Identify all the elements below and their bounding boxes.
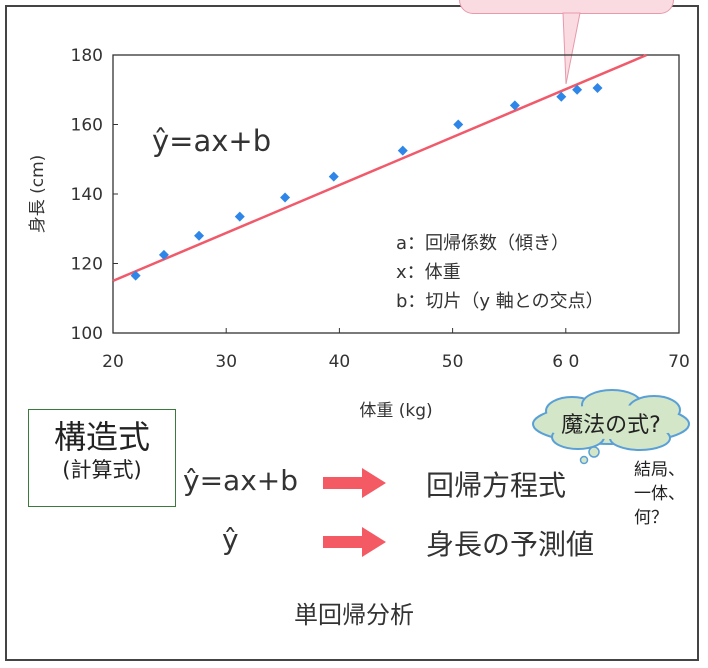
- data-point: [556, 91, 567, 102]
- data-point: [572, 84, 583, 95]
- data-point: [280, 192, 291, 203]
- chart-formula: ŷ=ax+b: [152, 124, 271, 158]
- cloud-text: 魔法の式?: [561, 413, 661, 438]
- side-note-line: 何？: [634, 508, 668, 528]
- y-tick-label: 160: [71, 116, 103, 136]
- arrow-2: [323, 527, 386, 557]
- data-point: [234, 211, 245, 222]
- data-point: [328, 171, 339, 182]
- row2-left: ŷ: [222, 523, 239, 556]
- x-tick-label: 40: [329, 352, 351, 372]
- side-note-line: 結局、: [634, 460, 685, 480]
- x-tick-label: 30: [215, 352, 237, 372]
- data-point: [194, 230, 205, 241]
- legend-line-b: b：切片（y 軸との交点）: [396, 291, 604, 312]
- row2-right: 身長の予測値: [426, 528, 595, 561]
- data-point: [453, 119, 464, 130]
- data-point: [592, 83, 603, 94]
- y-tick-label: 120: [71, 255, 103, 275]
- footer-title: 単回帰分析: [294, 601, 414, 629]
- side-note-line: 一体、: [634, 484, 685, 504]
- thought-cloud: 魔法の式?: [532, 389, 690, 465]
- structure-box: 構造式 (計算式): [28, 409, 176, 507]
- side-note: 結局、 一体、 何？: [634, 458, 685, 530]
- structure-subtitle: (計算式): [62, 458, 142, 482]
- x-tick-label: 50: [442, 352, 464, 372]
- y-tick-label: 140: [71, 185, 103, 205]
- data-point: [158, 249, 169, 260]
- y-tick-label: 100: [71, 324, 103, 344]
- legend-line-x: x：体重: [396, 262, 461, 283]
- x-tick-label: 20: [102, 352, 124, 372]
- regression-line: [112, 53, 648, 283]
- x-tick-label: 70: [668, 352, 690, 372]
- legend-line-a: a：回帰係数（傾き）: [396, 233, 569, 254]
- row1-left: ŷ=ax+b: [183, 464, 298, 497]
- y-tick-label: 180: [71, 46, 103, 66]
- row1-right: 回帰方程式: [426, 469, 567, 502]
- y-axis-label: 身長 (cm): [28, 155, 48, 234]
- x-axis-label: 体重 (kg): [359, 401, 432, 421]
- arrow-1: [323, 468, 386, 498]
- data-point: [397, 145, 408, 156]
- data-point: [130, 270, 141, 281]
- data-point: [509, 100, 520, 111]
- structure-title: 構造式: [53, 418, 150, 456]
- speech-bubble-tail: [562, 12, 581, 85]
- x-tick-label: 6 0: [552, 352, 579, 372]
- outer-frame: [5, 5, 699, 661]
